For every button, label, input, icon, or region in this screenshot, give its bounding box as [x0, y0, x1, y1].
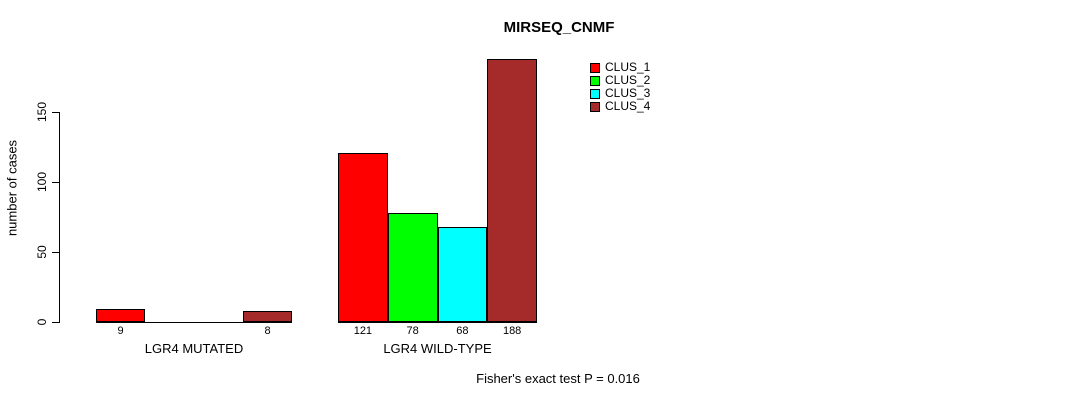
legend-swatch-icon [590, 62, 600, 73]
y-axis-line [59, 112, 60, 323]
bar-value-label: 121 [353, 325, 373, 337]
legend-item: CLUS_1 [590, 61, 650, 74]
legend-item: CLUS_2 [590, 74, 650, 87]
y-axis-tick [52, 252, 59, 253]
legend-item: CLUS_4 [590, 100, 650, 113]
legend-label: CLUS_3 [605, 86, 651, 100]
y-axis-tick [52, 182, 59, 183]
bar-value-label: 8 [264, 325, 271, 337]
group-baseline [338, 322, 537, 323]
y-tick-label: 100 [35, 171, 49, 193]
bar-clus_4 [243, 310, 292, 322]
legend-label: CLUS_1 [605, 60, 651, 74]
y-tick-label: 0 [35, 318, 49, 326]
legend-label: CLUS_2 [605, 73, 651, 87]
legend: CLUS_1 CLUS_2 CLUS_3 CLUS_4 [590, 61, 650, 113]
bar-value-label: 78 [406, 325, 419, 337]
legend-swatch-icon [590, 75, 600, 86]
y-tick-label: 50 [35, 245, 49, 259]
bar-value-label: 188 [502, 325, 522, 337]
legend-swatch-icon [590, 88, 600, 99]
bar-clus_3 [437, 226, 488, 322]
legend-item: CLUS_3 [590, 87, 650, 100]
bar-value-label: 9 [117, 325, 124, 337]
y-axis-label: number of cases [4, 139, 20, 237]
y-axis-tick [52, 112, 59, 113]
bar-clus_2 [387, 212, 438, 322]
bar-clus_4 [487, 58, 537, 322]
group-baseline [96, 322, 292, 323]
chart-title: MIRSEQ_CNMF [503, 19, 615, 36]
annotation-text: Fisher's exact test P = 0.016 [476, 371, 640, 386]
x-category-label: LGR4 WILD-TYPE [383, 341, 492, 356]
legend-label: CLUS_4 [605, 99, 651, 113]
bar-value-label: 68 [456, 325, 469, 337]
legend-swatch-icon [590, 101, 600, 112]
x-category-label: LGR4 MUTATED [144, 341, 244, 356]
y-axis-tick [52, 322, 59, 323]
bar-clus_1 [338, 152, 388, 322]
y-tick-label: 150 [35, 101, 49, 123]
bar-clus_1 [96, 309, 145, 322]
